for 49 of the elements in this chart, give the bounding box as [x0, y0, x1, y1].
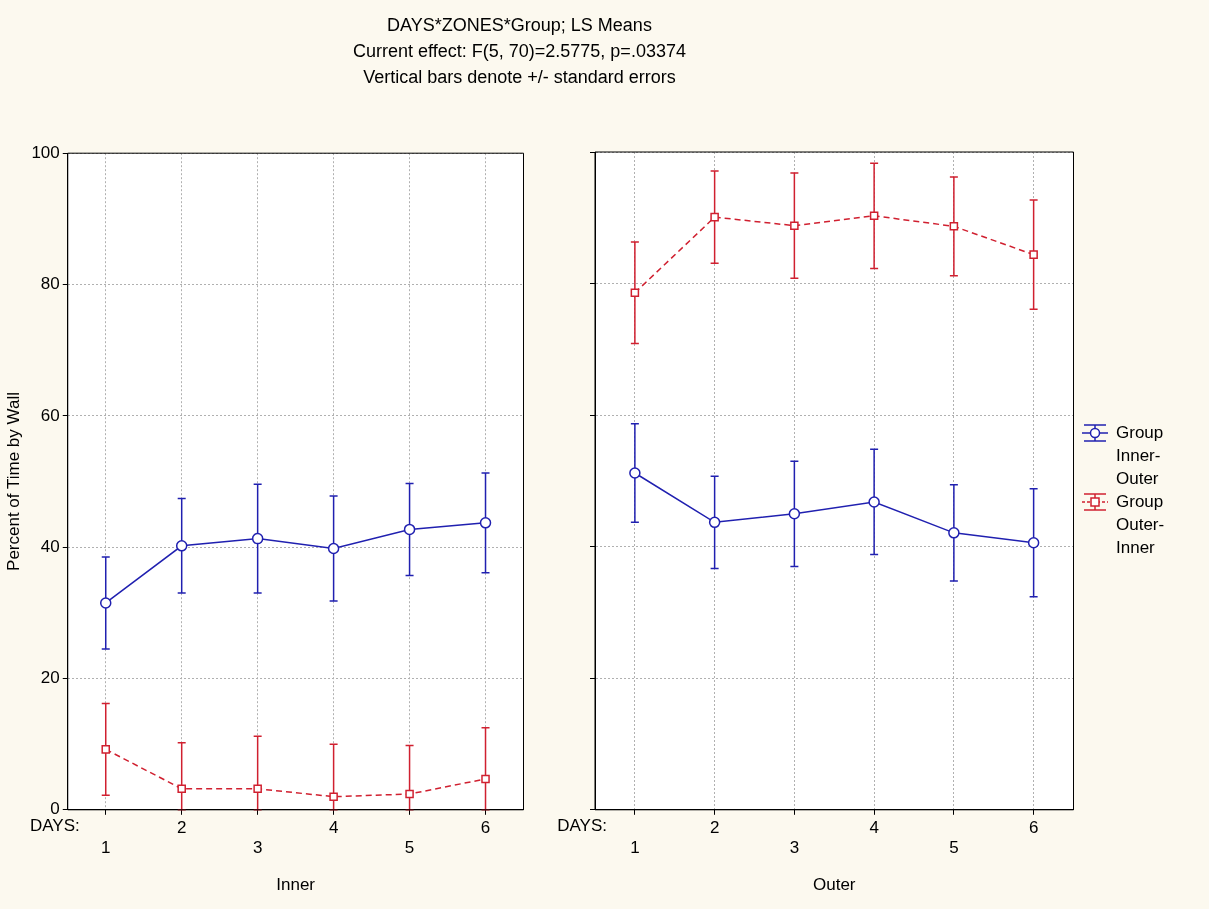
- chart-subtitle: Current effect: F(5, 70)=2.5775, p=.03374 Vertical bars denote +/- standard errors: [352, 40, 687, 89]
- point: [1029, 250, 1038, 259]
- x-tick-label: 5: [949, 838, 959, 858]
- point: [403, 523, 416, 536]
- chart-title: DAYS*ZONES*Group; LS Means: [386, 14, 653, 37]
- x-tick-label: 3: [252, 838, 263, 858]
- point: [253, 784, 262, 794]
- y-tick-label: 100: [31, 142, 60, 162]
- y-tick-label: 20: [40, 668, 60, 688]
- point: [869, 211, 879, 221]
- point: [175, 540, 188, 552]
- y-tick-label: 60: [40, 405, 60, 425]
- point: [405, 789, 414, 799]
- y-axis-title: Percent of Time by Wall: [3, 392, 23, 571]
- point: [949, 222, 959, 231]
- y-tick-label: 40: [40, 536, 60, 556]
- point: [710, 212, 719, 222]
- x-tick-label: 1: [630, 838, 640, 858]
- y-tick-label: 80: [40, 274, 60, 294]
- legend-label: Group Inner-Outer: [1116, 422, 1165, 490]
- x-tick-label: 4: [869, 817, 879, 837]
- x-tick-label: 6: [480, 817, 491, 837]
- point: [327, 542, 340, 555]
- point: [251, 532, 264, 545]
- point: [630, 288, 640, 298]
- x-tick-label: 6: [1028, 817, 1039, 837]
- point: [788, 508, 801, 520]
- x-tick-label: 1: [101, 838, 111, 858]
- point: [948, 527, 960, 539]
- point: [177, 784, 186, 794]
- point: [479, 517, 492, 529]
- point: [868, 496, 880, 508]
- x-tick-label: 2: [176, 817, 187, 837]
- point: [1027, 536, 1040, 549]
- point: [629, 467, 641, 479]
- point: [329, 792, 338, 801]
- point: [481, 774, 490, 784]
- legend-label: Group Outer-Inner: [1116, 491, 1166, 559]
- x-axis-title: Inner: [276, 875, 316, 895]
- x-tick-label: 5: [404, 838, 415, 858]
- x-tick-label: 4: [328, 817, 339, 837]
- point: [99, 597, 112, 609]
- x-tick-label: 2: [709, 817, 720, 837]
- x-tick-label: 3: [789, 838, 800, 858]
- x-axis-title: Outer: [812, 875, 856, 895]
- point: [790, 221, 799, 230]
- text: DAYS:: [557, 815, 607, 835]
- point: [101, 745, 111, 754]
- point: [708, 516, 721, 529]
